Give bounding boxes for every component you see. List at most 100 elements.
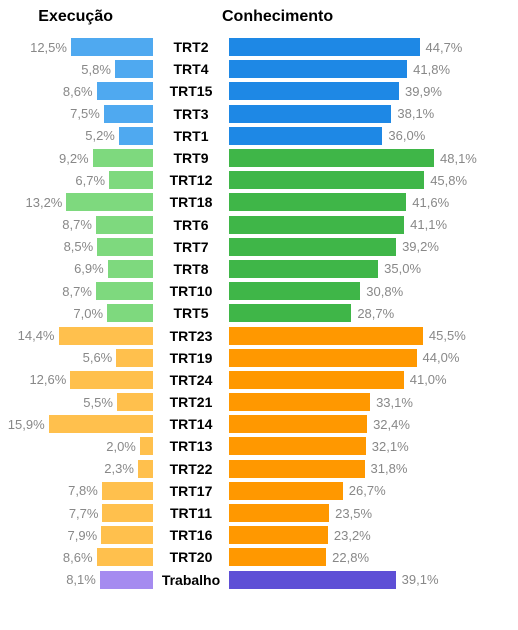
left-bar-wrap bbox=[116, 349, 153, 367]
right-bar-wrap bbox=[229, 371, 404, 389]
right-bar bbox=[229, 216, 404, 234]
left-bar bbox=[97, 238, 153, 256]
right-bar bbox=[229, 60, 407, 78]
left-value-label: 2,3% bbox=[0, 461, 138, 476]
right-value-label: 32,1% bbox=[366, 439, 409, 454]
right-bar-wrap bbox=[229, 38, 420, 56]
right-bar bbox=[229, 460, 365, 478]
right-bar-wrap bbox=[229, 282, 360, 300]
left-value-label: 8,7% bbox=[0, 217, 96, 232]
left-bar-wrap bbox=[97, 82, 153, 100]
left-value-label: 2,0% bbox=[0, 439, 140, 454]
left-bar bbox=[102, 482, 153, 500]
center-label: TRT5 bbox=[153, 305, 229, 321]
right-bar bbox=[229, 149, 434, 167]
right-bar bbox=[229, 415, 367, 433]
center-label: TRT2 bbox=[153, 39, 229, 55]
left-bar bbox=[108, 260, 153, 278]
right-bar bbox=[229, 526, 328, 544]
center-label: TRT13 bbox=[153, 438, 229, 454]
center-label: TRT8 bbox=[153, 261, 229, 277]
right-bar bbox=[229, 349, 417, 367]
left-value-label: 9,2% bbox=[0, 151, 93, 166]
left-bar bbox=[71, 38, 153, 56]
chart-row: 2,3%TRT2231,8% bbox=[0, 458, 518, 480]
chart-row: 12,5% TRT2 44,7% bbox=[0, 36, 518, 58]
right-value-label: 30,8% bbox=[360, 284, 403, 299]
right-bar-wrap bbox=[229, 238, 396, 256]
right-bar-wrap bbox=[229, 127, 382, 145]
right-bar-wrap bbox=[229, 460, 365, 478]
right-value-label: 28,7% bbox=[351, 306, 394, 321]
left-bar bbox=[116, 349, 153, 367]
left-value-label: 8,7% bbox=[0, 284, 96, 299]
left-bar-wrap bbox=[102, 482, 153, 500]
right-value-label: 41,1% bbox=[404, 217, 447, 232]
right-value-label: 41,8% bbox=[407, 62, 450, 77]
right-bar-wrap bbox=[229, 304, 351, 322]
left-bar bbox=[100, 571, 153, 589]
right-value-label: 23,5% bbox=[329, 506, 372, 521]
left-bar-wrap bbox=[49, 415, 153, 433]
left-bar-wrap bbox=[96, 282, 153, 300]
left-value-label: 12,5% bbox=[0, 40, 71, 55]
left-value-label: 14,4% bbox=[0, 328, 59, 343]
right-bar-wrap bbox=[229, 216, 404, 234]
center-label: TRT7 bbox=[153, 239, 229, 255]
right-value-label: 33,1% bbox=[370, 395, 413, 410]
center-label: TRT6 bbox=[153, 217, 229, 233]
center-label: TRT11 bbox=[153, 505, 229, 521]
right-bar bbox=[229, 282, 360, 300]
left-bar-wrap bbox=[59, 327, 154, 345]
center-label: TRT16 bbox=[153, 527, 229, 543]
chart-row: 5,8%TRT441,8% bbox=[0, 58, 518, 80]
right-bar bbox=[229, 127, 382, 145]
left-bar-wrap bbox=[101, 526, 153, 544]
left-bar bbox=[93, 149, 153, 167]
chart-row: 5,6%TRT1944,0% bbox=[0, 347, 518, 369]
center-label: TRT22 bbox=[153, 461, 229, 477]
right-bar-wrap bbox=[229, 193, 406, 211]
left-value-label: 6,7% bbox=[0, 173, 109, 188]
right-bar-wrap bbox=[229, 60, 407, 78]
right-value-label: 32,4% bbox=[367, 417, 410, 432]
left-value-label: 8,5% bbox=[0, 239, 97, 254]
right-bar-wrap bbox=[229, 437, 366, 455]
right-bar-wrap bbox=[229, 415, 367, 433]
right-bar-wrap bbox=[229, 105, 391, 123]
left-bar-wrap bbox=[66, 193, 153, 211]
left-value-label: 7,0% bbox=[0, 306, 107, 321]
chart-headers: Execução Conhecimento bbox=[0, 8, 518, 36]
left-bar-wrap bbox=[109, 171, 153, 189]
chart-row: 7,9%TRT1623,2% bbox=[0, 524, 518, 546]
right-bar-wrap bbox=[229, 171, 424, 189]
chart-row: 14,4%TRT2345,5% bbox=[0, 324, 518, 346]
center-label: TRT3 bbox=[153, 106, 229, 122]
chart-row: 5,2%TRT136,0% bbox=[0, 125, 518, 147]
left-bar bbox=[66, 193, 153, 211]
right-bar bbox=[229, 82, 399, 100]
right-value-label: 36,0% bbox=[382, 128, 425, 143]
chart-row: 7,0% TRT5 28,7% bbox=[0, 302, 518, 324]
center-label: TRT15 bbox=[153, 83, 229, 99]
left-value-label: 15,9% bbox=[0, 417, 49, 432]
right-bar bbox=[229, 482, 343, 500]
right-bar bbox=[229, 571, 396, 589]
right-value-label: 45,5% bbox=[423, 328, 466, 343]
left-bar bbox=[104, 105, 153, 123]
right-value-label: 44,7% bbox=[420, 40, 463, 55]
left-bar-wrap bbox=[104, 105, 153, 123]
left-value-label: 5,2% bbox=[0, 128, 119, 143]
left-bar bbox=[138, 460, 153, 478]
left-bar bbox=[117, 393, 153, 411]
right-bar-wrap bbox=[229, 526, 328, 544]
center-label: TRT20 bbox=[153, 549, 229, 565]
right-value-label: 35,0% bbox=[378, 261, 421, 276]
chart-row: 9,2%TRT948,1% bbox=[0, 147, 518, 169]
right-bar bbox=[229, 548, 326, 566]
right-value-label: 26,7% bbox=[343, 483, 386, 498]
right-bar bbox=[229, 238, 396, 256]
right-value-label: 23,2% bbox=[328, 528, 371, 543]
right-bar bbox=[229, 327, 423, 345]
left-bar bbox=[115, 60, 153, 78]
